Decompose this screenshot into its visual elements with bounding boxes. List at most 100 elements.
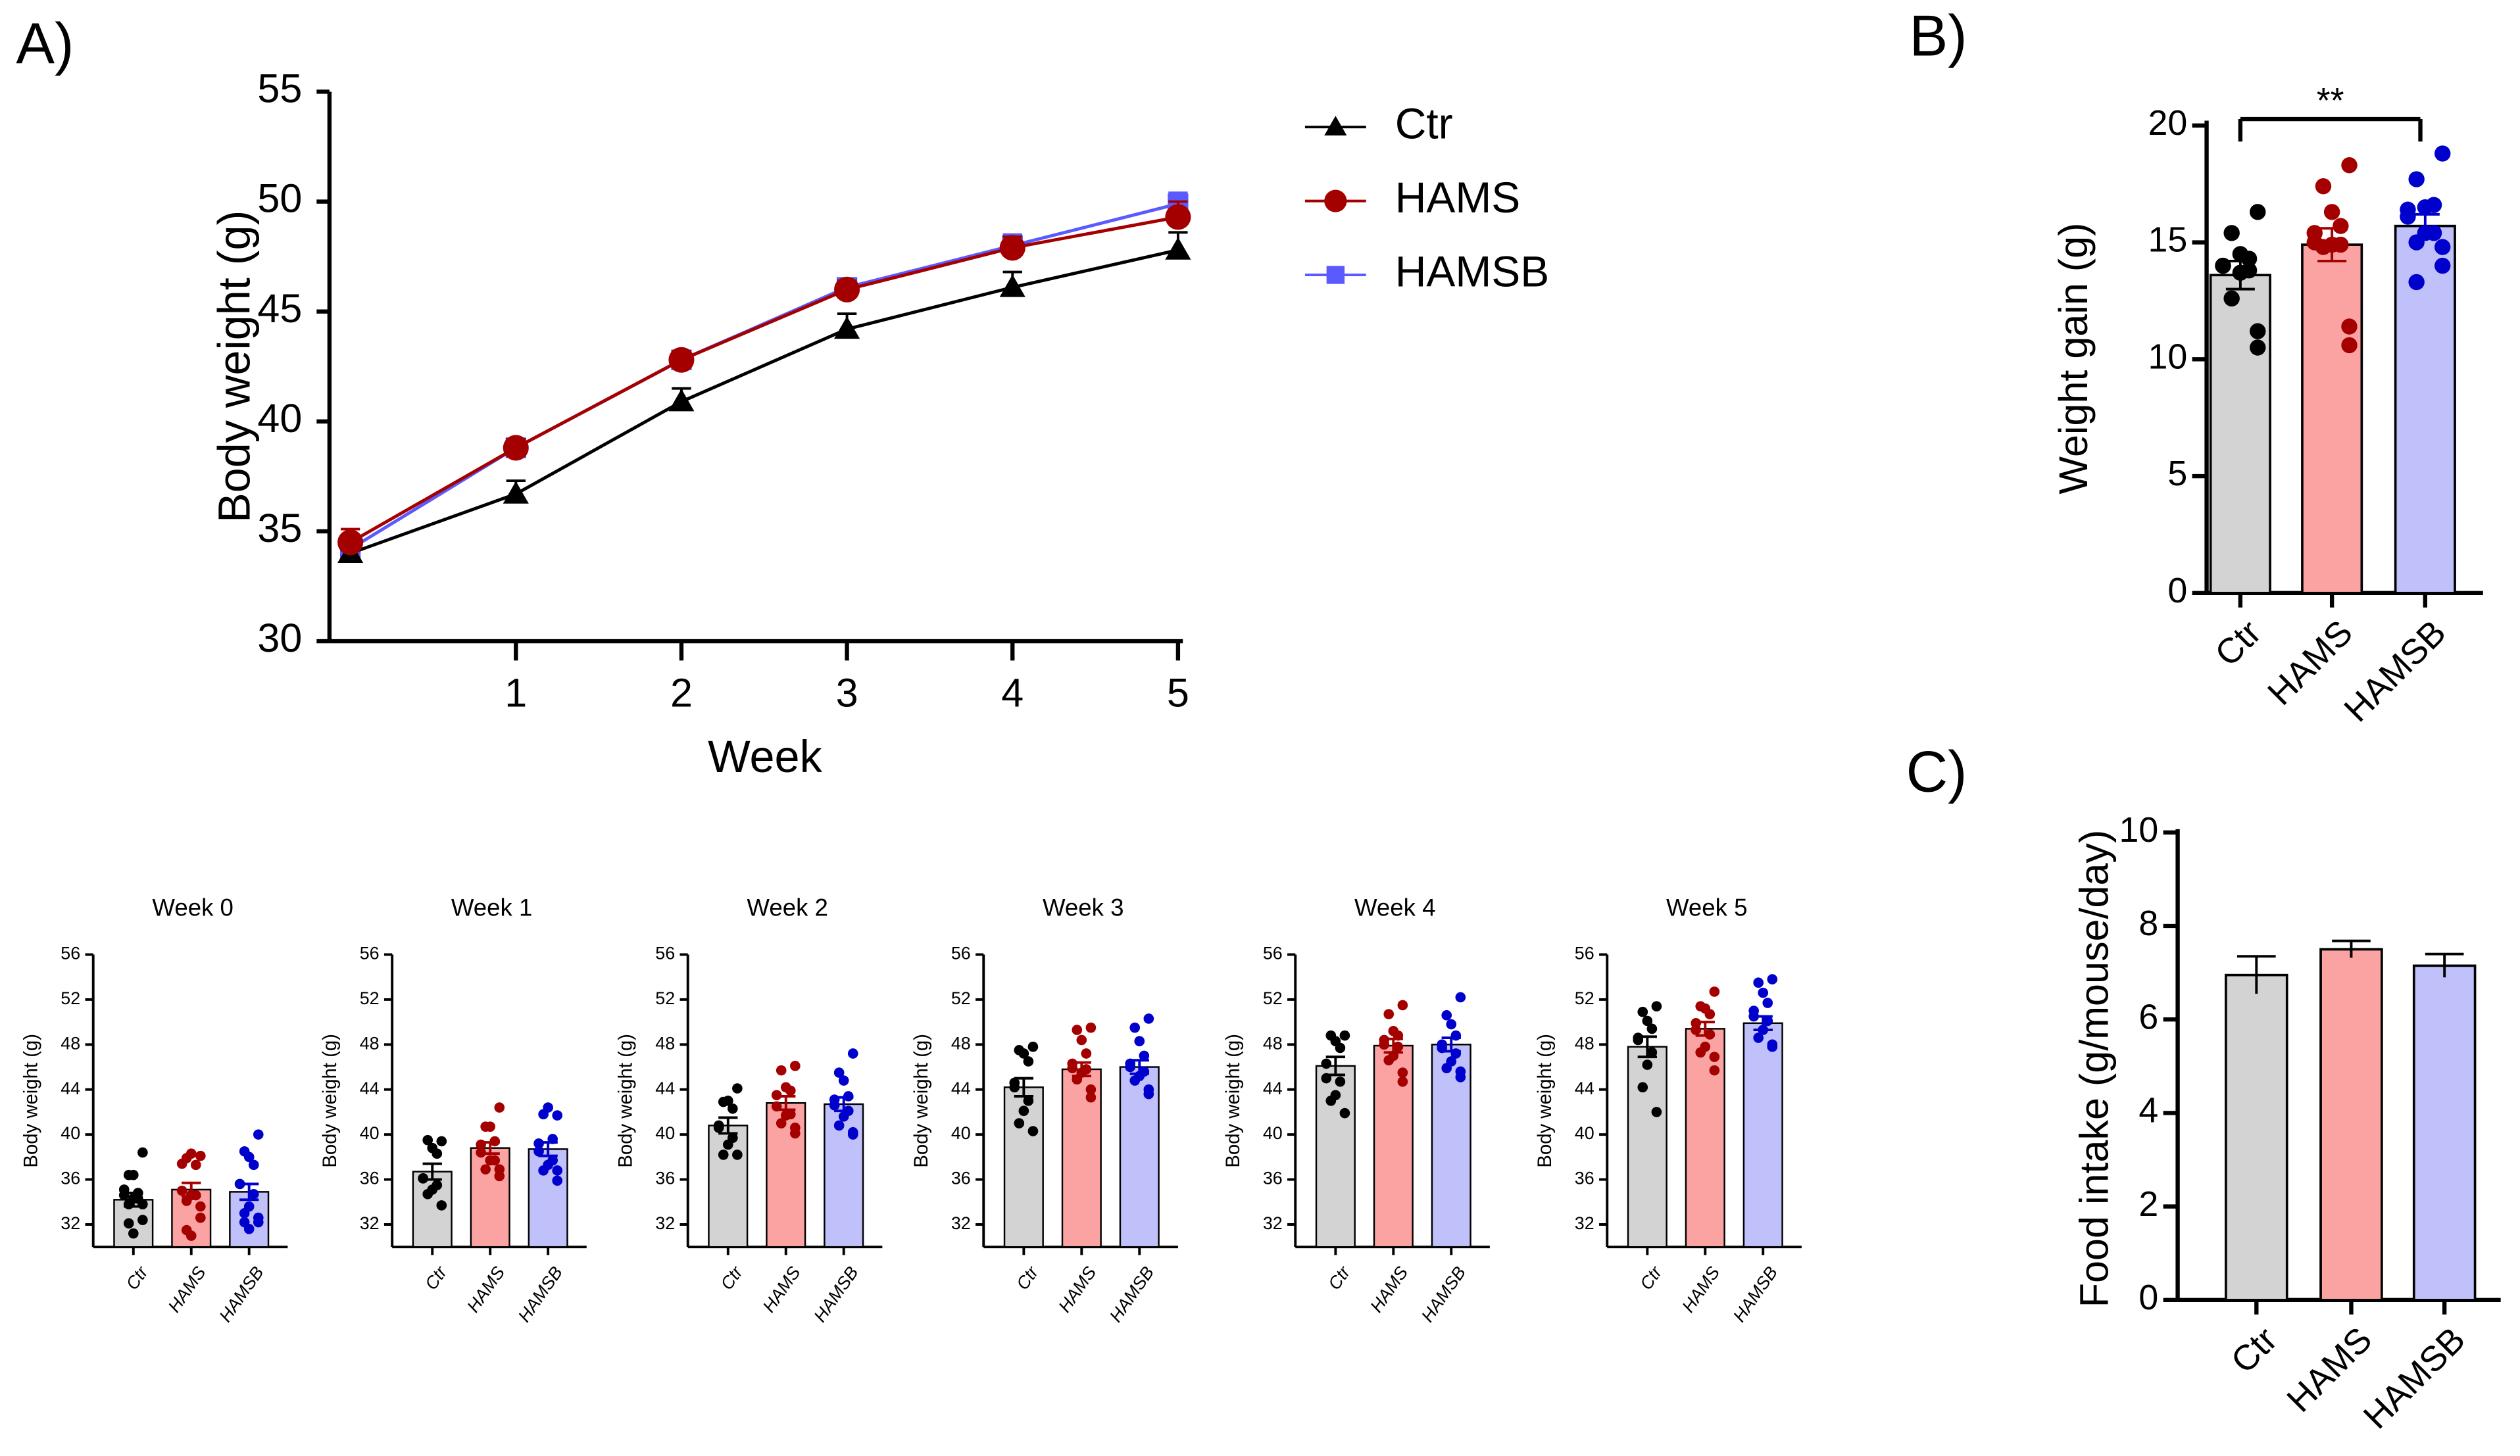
data-point-hams <box>2341 318 2358 335</box>
data-point-ctr <box>732 1150 743 1160</box>
y-tick-label: 44 <box>61 1079 80 1098</box>
y-tick-label: 36 <box>61 1169 80 1188</box>
data-point-hams <box>1383 1009 1395 1019</box>
y-tick-label: 56 <box>360 944 380 963</box>
y-tick-label: 40 <box>951 1123 971 1143</box>
bar-hams <box>470 1147 510 1248</box>
data-point-hams <box>1709 1052 1720 1062</box>
panel-label-b: B) <box>1910 3 1967 68</box>
y-tick-label: 44 <box>1575 1079 1594 1098</box>
data-point-ctr <box>1321 1058 1332 1069</box>
data-point-ctr <box>728 1103 738 1114</box>
data-point-ctr <box>137 1147 148 1158</box>
y-tick-label: 5 <box>2167 454 2187 493</box>
data-point-hams <box>1704 1009 1716 1019</box>
data-point-hams <box>2323 204 2340 220</box>
data-point-hams <box>190 1159 201 1171</box>
y-tick-label: 32 <box>655 1213 675 1233</box>
series-line-hams <box>349 215 1179 544</box>
legend-marker-hamsb <box>1326 266 1345 284</box>
data-point-ctr <box>1651 1107 1662 1117</box>
y-tick-label: 10 <box>2119 810 2158 850</box>
data-point-ctr <box>999 274 1025 297</box>
y-axis-title: Body weight (g) <box>1222 1034 1244 1168</box>
y-tick-label: 6 <box>2138 997 2158 1036</box>
data-point-hams <box>1397 1067 1408 1078</box>
y-axis-title: Food intake (g/mouse/day) <box>2072 830 2117 1308</box>
bar-ctr <box>2209 274 2271 595</box>
data-point-ctr <box>503 481 529 504</box>
legend-label: Ctr <box>1395 99 1453 148</box>
data-point-ctr <box>2250 323 2266 339</box>
data-point-hams <box>337 529 364 556</box>
data-point-ctr <box>2240 251 2258 267</box>
y-tick-label: 40 <box>257 396 302 441</box>
data-point-hams <box>1383 1055 1395 1066</box>
y-tick-label: 36 <box>1263 1169 1283 1188</box>
y-tick-label: 40 <box>655 1123 675 1143</box>
y-tick-label: 52 <box>1575 988 1594 1008</box>
data-point-hamsb <box>1753 977 1764 988</box>
x-tick-label: Ctr <box>2208 613 2269 674</box>
data-point-hams <box>668 347 695 373</box>
y-tick-label: 48 <box>1263 1033 1283 1053</box>
y-tick-label: 52 <box>61 988 80 1008</box>
data-point-hams <box>1709 1065 1720 1076</box>
x-tick-label: HAMSB <box>215 1263 267 1325</box>
x-axis-title: Week <box>708 732 822 782</box>
data-point-hams <box>485 1155 496 1166</box>
x-tick-label: HAMSB <box>514 1263 566 1325</box>
y-tick-label: 44 <box>655 1079 675 1098</box>
bar-hamsb <box>2412 964 2477 1301</box>
data-point-ctr <box>1335 1042 1346 1054</box>
data-point-hamsb <box>1134 1036 1145 1047</box>
y-tick-label: 15 <box>2148 220 2187 260</box>
y-axis-title: Body weight (g) <box>615 1034 637 1168</box>
y-axis-title: Body weight (g) <box>210 210 260 523</box>
bar-hamsb <box>2394 224 2456 595</box>
data-point-hams <box>1085 1084 1097 1095</box>
x-tick-label: HAMSB <box>810 1263 862 1325</box>
data-point-hams <box>176 1158 187 1169</box>
data-point-hamsb <box>543 1102 553 1113</box>
data-point-ctr <box>2250 204 2266 220</box>
y-tick-label: 52 <box>1263 988 1283 1008</box>
data-point-ctr <box>713 1123 724 1133</box>
panel-title-week: Week 1 <box>451 894 533 921</box>
data-point-hamsb <box>829 1100 840 1111</box>
legend-marker-ctr <box>1324 116 1347 136</box>
data-point-hams <box>1397 1076 1408 1087</box>
data-point-hams <box>185 1148 197 1159</box>
series-line-hamsb <box>349 202 1179 550</box>
y-tick-label: 48 <box>360 1033 380 1053</box>
data-point-hams <box>1165 204 1191 230</box>
data-point-hamsb <box>1125 1061 1136 1073</box>
data-point-hamsb <box>2434 257 2451 274</box>
data-point-hamsb <box>253 1129 264 1140</box>
data-point-ctr <box>422 1188 433 1200</box>
data-point-ctr <box>1646 1047 1658 1058</box>
y-tick-label: 36 <box>1575 1169 1594 1188</box>
data-point-ctr <box>1642 1015 1653 1027</box>
x-tick-label: Ctr <box>1012 1262 1043 1293</box>
data-point-hams <box>2315 239 2332 255</box>
y-tick-label: 48 <box>951 1033 971 1053</box>
data-point-hamsb <box>1767 974 1778 984</box>
x-tick-label: Ctr <box>717 1262 747 1293</box>
data-point-hams <box>176 1185 187 1196</box>
y-tick-label: 36 <box>951 1169 971 1188</box>
bar-ctr <box>1627 1046 1668 1248</box>
data-point-hamsb <box>552 1165 563 1176</box>
data-point-hamsb <box>1139 1050 1150 1061</box>
y-tick-label: 52 <box>360 988 380 1008</box>
y-axis-title: Body weight (g) <box>319 1034 341 1168</box>
bar-ctr <box>2225 973 2288 1301</box>
panel-title-week: Week 4 <box>1354 894 1436 921</box>
data-point-hamsb <box>833 1120 845 1131</box>
bar-hams <box>766 1102 806 1248</box>
data-point-hams <box>2341 157 2358 174</box>
data-point-hams <box>181 1196 192 1206</box>
data-point-hams <box>185 1230 197 1241</box>
data-point-hams <box>195 1150 206 1161</box>
